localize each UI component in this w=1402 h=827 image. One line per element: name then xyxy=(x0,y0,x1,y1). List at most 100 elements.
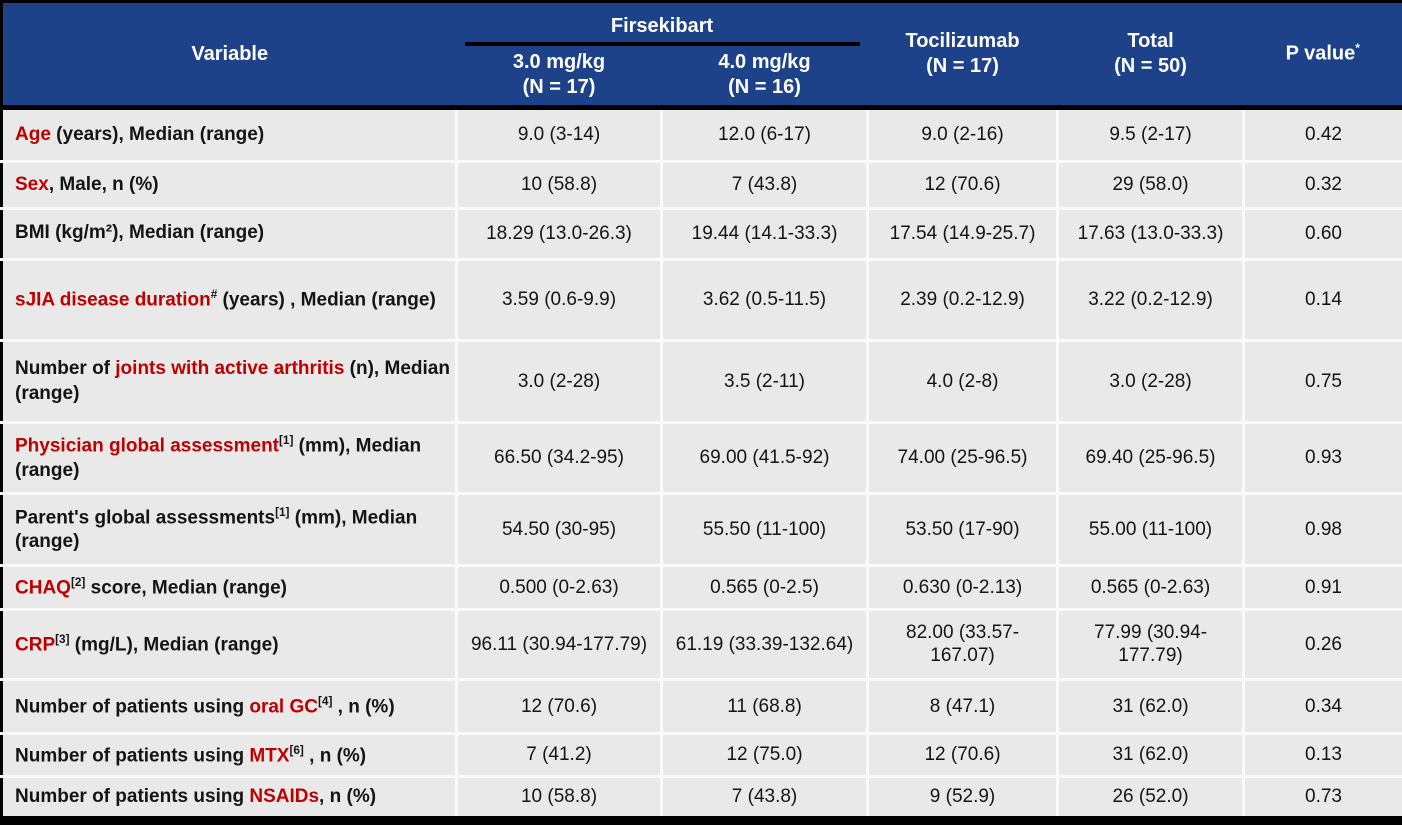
label-superscript: [2] xyxy=(70,575,86,589)
value-tocilizumab: 74.00 (25-96.5) xyxy=(866,421,1060,496)
value-pvalue: 0.75 xyxy=(1242,338,1402,425)
value-firsekibart-3mg: 54.50 (30-95) xyxy=(455,492,663,567)
column-header-dose-3mg-label: 3.0 mg/kg xyxy=(512,51,606,74)
label-superscript: [4] xyxy=(317,694,333,708)
value-tocilizumab: 9.0 (2-16) xyxy=(866,107,1060,163)
column-group-firsekibart: Firsekibart xyxy=(456,1,868,46)
label-text: (n), Median (range) xyxy=(15,358,450,404)
value-total: 55.00 (11-100) xyxy=(1056,492,1246,567)
value-tocilizumab: 17.54 (14.9-25.7) xyxy=(866,206,1060,261)
value-pvalue: 0.13 xyxy=(1242,732,1402,779)
value-firsekibart-4mg: 55.50 (11-100) xyxy=(659,492,870,567)
label-text: Physician global assessment xyxy=(15,435,280,457)
value-total: 3.0 (2-28) xyxy=(1056,338,1246,425)
value-firsekibart-4mg: 3.5 (2-11) xyxy=(659,338,870,425)
table-row: CRP[3] (mg/L), Median (range) 96.11 (30.9… xyxy=(1,608,1402,681)
row-label: BMI (kg/m²), Median (range) xyxy=(1,206,458,261)
label-text: (years), Median (range) xyxy=(50,123,265,145)
value-pvalue: 0.14 xyxy=(1242,257,1402,342)
value-firsekibart-4mg: 61.19 (33.39-132.64) xyxy=(659,608,870,681)
label-text: , n (%) xyxy=(303,744,367,766)
value-firsekibart-3mg: 96.11 (30.94-177.79) xyxy=(455,608,663,681)
value-firsekibart-3mg: 12 (70.6) xyxy=(455,677,663,736)
row-label: Number of joints with active arthritis (… xyxy=(1,338,458,425)
label-text: (mm), Median (range) xyxy=(15,435,422,482)
label-superscript: # xyxy=(210,287,218,301)
label-text: Number of patients using xyxy=(15,744,250,766)
row-label: Parent's global assessments[1] (mm), Med… xyxy=(1,492,458,567)
column-header-variable-label: Variable xyxy=(191,42,269,65)
label-text: oral GC xyxy=(249,696,318,718)
table-row: Number of patients using oral GC[4] , n … xyxy=(1,677,1402,736)
label-text: Parent's global assessments xyxy=(15,506,276,528)
column-header-tocilizumab-n: (N = 17) xyxy=(926,55,999,77)
value-tocilizumab: 4.0 (2-8) xyxy=(866,338,1060,425)
label-text: , n (%) xyxy=(332,696,395,718)
column-header-dose-4mg-label: 4.0 mg/kg xyxy=(718,51,811,74)
value-firsekibart-4mg: 19.44 (14.1-33.3) xyxy=(659,206,870,261)
column-header-dose-3mg: 3.0 mg/kg (N = 17) xyxy=(456,45,662,110)
label-text: Sex xyxy=(15,173,49,195)
value-firsekibart-3mg: 9.0 (3-14) xyxy=(455,107,663,163)
value-pvalue: 0.42 xyxy=(1242,107,1402,163)
label-superscript: [3] xyxy=(55,632,70,646)
label-text: score, Median (range) xyxy=(85,577,288,599)
value-pvalue: 0.60 xyxy=(1242,206,1402,261)
value-firsekibart-3mg: 3.59 (0.6-9.9) xyxy=(455,257,663,342)
label-text: CHAQ xyxy=(15,577,71,599)
label-text: (mg/L), Median (range) xyxy=(69,633,279,655)
value-tocilizumab: 0.630 (0-2.13) xyxy=(866,563,1060,612)
column-header-tocilizumab: Tocilizumab (N = 17) xyxy=(867,1,1058,110)
value-total: 31 (62.0) xyxy=(1056,732,1246,779)
column-header-dose-4mg: 4.0 mg/kg (N = 16) xyxy=(661,45,868,110)
value-pvalue: 0.93 xyxy=(1242,421,1402,496)
row-label: CRP[3] (mg/L), Median (range) xyxy=(1,608,458,681)
label-text: CRP xyxy=(15,633,56,655)
value-pvalue: 0.34 xyxy=(1242,677,1402,736)
table-row: sJIA disease duration# (years) , Median … xyxy=(1,257,1402,342)
value-firsekibart-3mg: 0.500 (0-2.63) xyxy=(455,563,663,612)
table-row: Number of patients using MTX[6] , n (%) 7… xyxy=(1,732,1402,779)
header-dose-row: 3.0 mg/kg (N = 17) 4.0 mg/kg (N = 16) xyxy=(2,45,1402,110)
value-firsekibart-4mg: 69.00 (41.5-92) xyxy=(659,421,870,496)
table-header: Variable Firsekibart Tocilizumab (N = 17… xyxy=(1,1,1402,110)
value-tocilizumab: 12 (70.6) xyxy=(866,732,1060,779)
label-superscript: [1] xyxy=(279,434,294,448)
value-total: 29 (58.0) xyxy=(1056,159,1246,210)
column-header-total-n: (N = 50) xyxy=(1114,55,1187,77)
row-label: Number of patients using NSAIDs, n (%) xyxy=(1,775,458,821)
row-label: sJIA disease duration# (years) , Median … xyxy=(1,257,458,342)
column-group-firsekibart-label: Firsekibart xyxy=(464,14,860,46)
table-row: Age (years), Median (range) 9.0 (3-14) 12.… xyxy=(1,107,1402,163)
label-text: joints with active arthritis xyxy=(115,358,345,380)
label-text: sJIA disease duration xyxy=(15,289,211,311)
value-firsekibart-4mg: 0.565 (0-2.5) xyxy=(659,563,870,612)
label-text: MTX xyxy=(249,744,290,766)
row-label: Physician global assessment[1] (mm), Med… xyxy=(1,421,458,496)
column-header-pvalue-label: P value xyxy=(1285,42,1356,65)
value-total: 3.22 (0.2-12.9) xyxy=(1056,257,1246,342)
row-label: Age (years), Median (range) xyxy=(1,107,458,163)
value-firsekibart-4mg: 3.62 (0.5-11.5) xyxy=(659,257,870,342)
column-header-dose-4mg-n: (N = 16) xyxy=(728,76,801,99)
table-row: Number of joints with active arthritis (… xyxy=(1,338,1402,425)
value-firsekibart-4mg: 7 (43.8) xyxy=(659,775,870,821)
value-total: 69.40 (25-96.5) xyxy=(1056,421,1246,496)
value-tocilizumab: 8 (47.1) xyxy=(866,677,1060,736)
value-total: 31 (62.0) xyxy=(1056,677,1246,736)
label-text: Number of xyxy=(15,358,116,380)
value-firsekibart-4mg: 11 (68.8) xyxy=(659,677,870,736)
value-firsekibart-4mg: 12.0 (6-17) xyxy=(659,107,870,163)
label-text: Number of patients using xyxy=(15,696,250,718)
column-header-pvalue: P value* xyxy=(1243,1,1402,110)
row-label: CHAQ[2] score, Median (range) xyxy=(1,563,458,612)
label-text: Number of patients using xyxy=(15,785,250,807)
value-total: 0.565 (0-2.63) xyxy=(1056,563,1246,612)
column-header-total-label: Total xyxy=(1127,30,1174,52)
label-text: , n (%) xyxy=(319,785,377,807)
pvalue-asterisk: * xyxy=(1355,41,1360,56)
value-pvalue: 0.73 xyxy=(1242,775,1402,821)
table-row: BMI (kg/m²), Median (range) 18.29 (13.0-2… xyxy=(1,206,1402,261)
value-firsekibart-4mg: 12 (75.0) xyxy=(659,732,870,779)
